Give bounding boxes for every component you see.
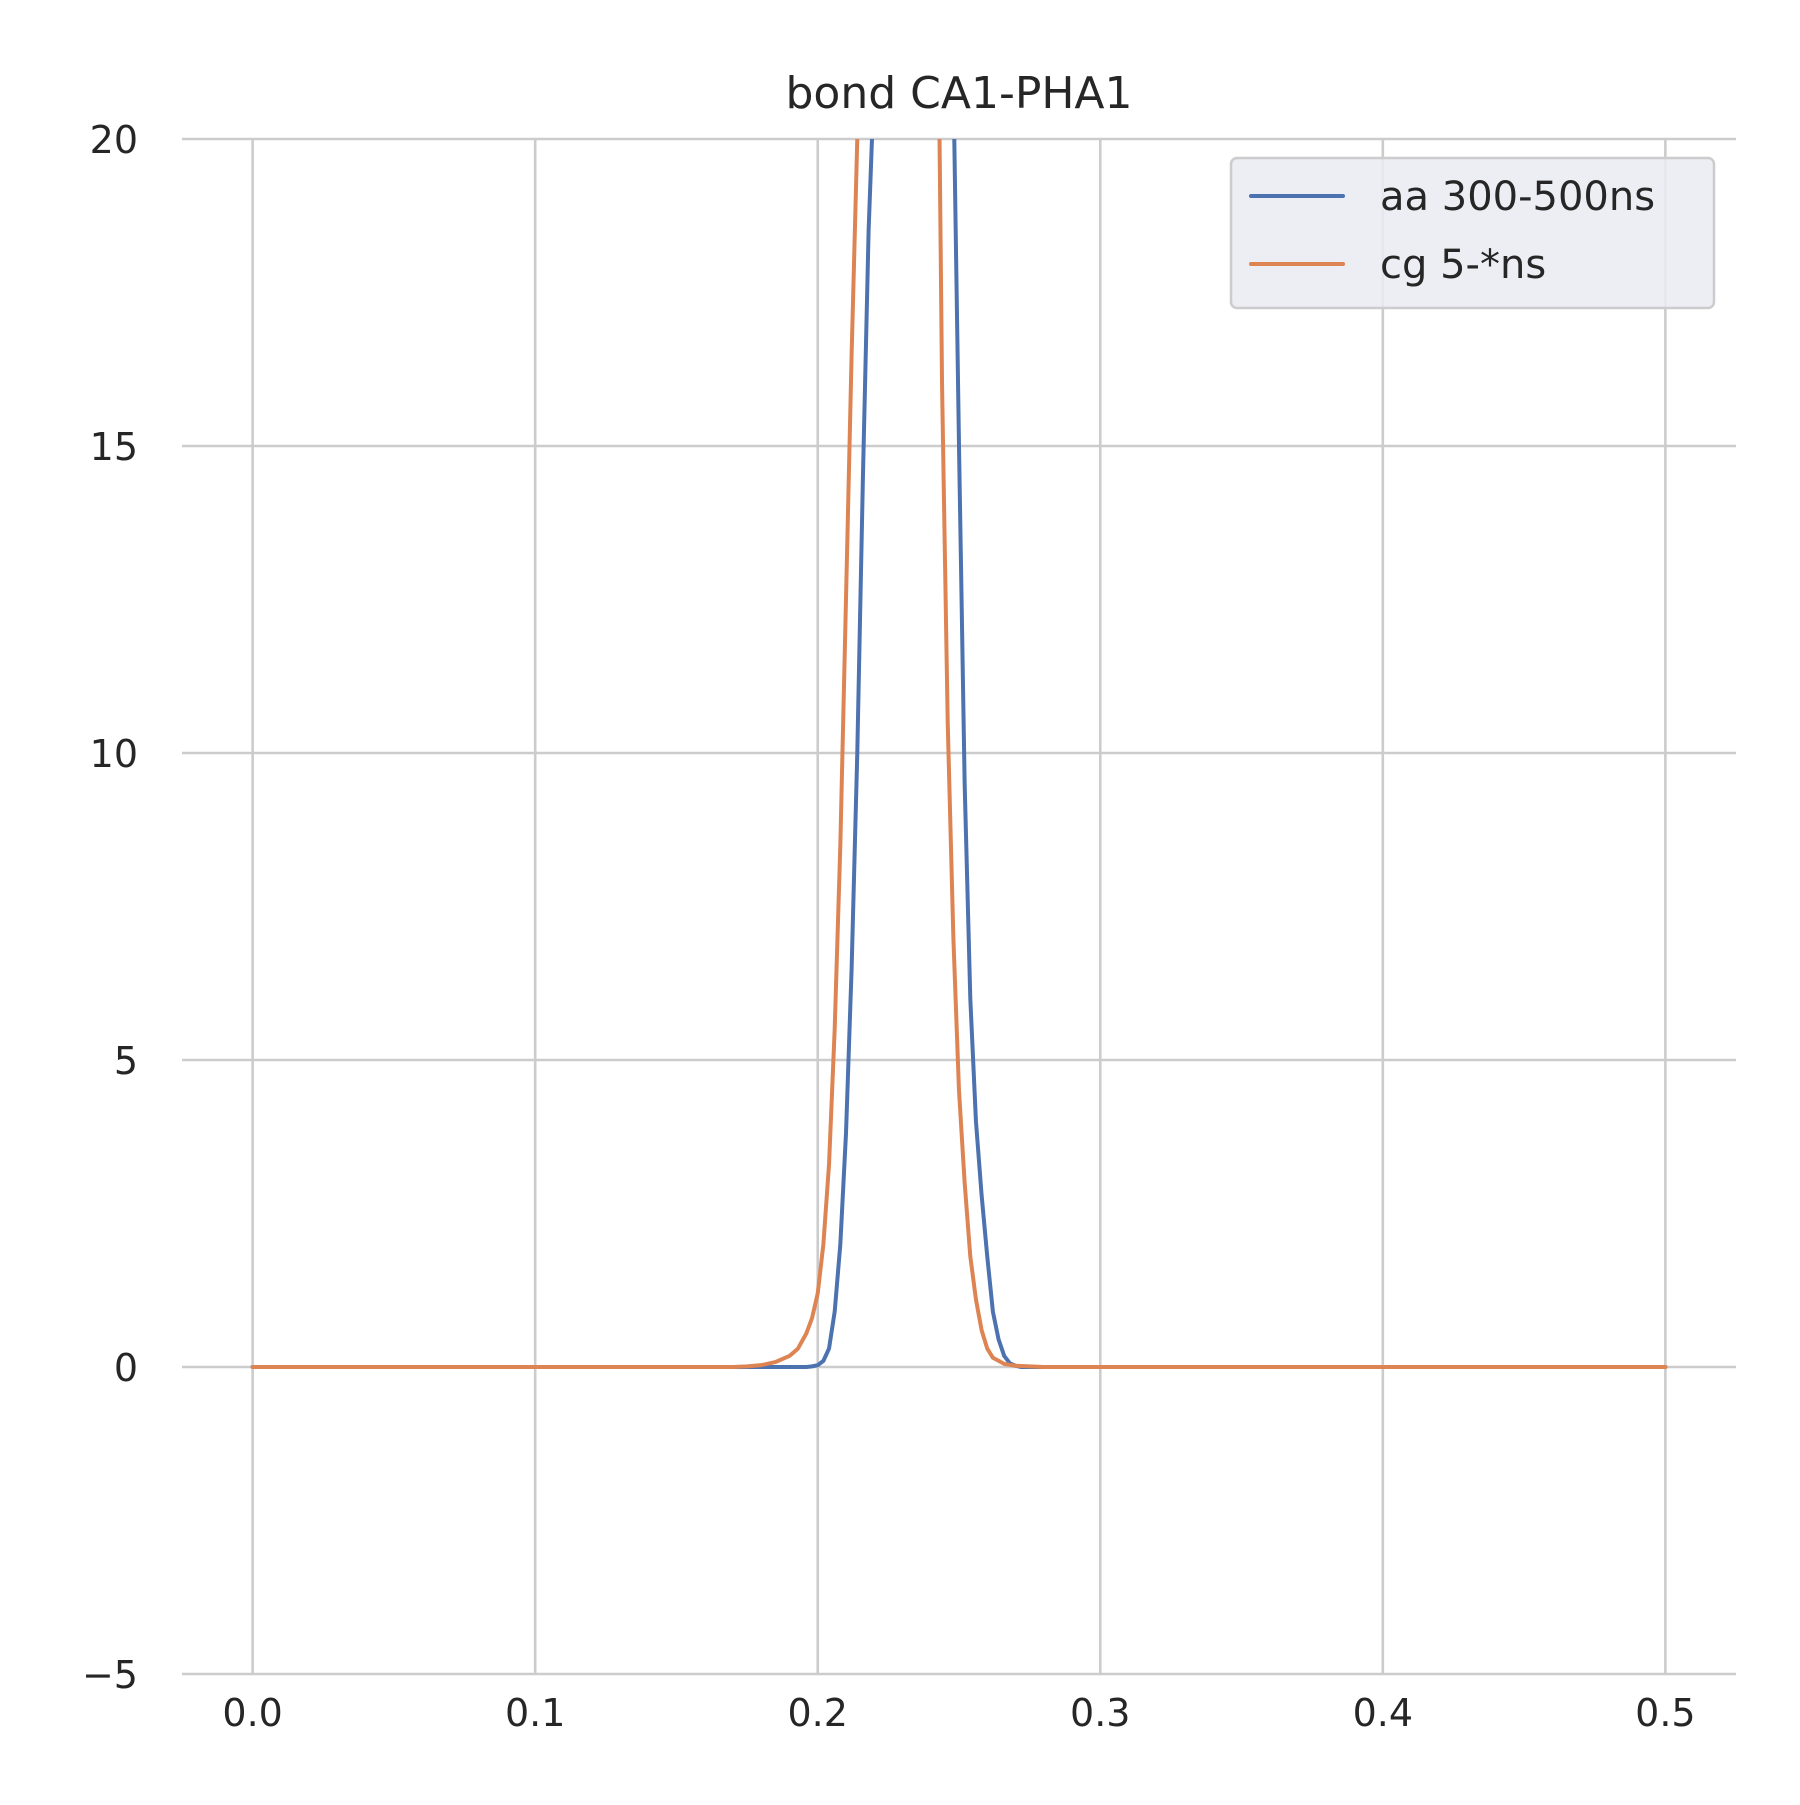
y-tick-label: 5 [114,1039,138,1083]
y-tick-label: 15 [90,425,138,469]
y-tick-label: 0 [114,1346,138,1390]
x-tick-label: 0.2 [788,1691,848,1735]
series-line-cg [250,139,1668,1369]
chart-title: bond CA1-PHA1 [785,68,1132,119]
legend-label: cg 5-*ns [1380,242,1546,288]
x-tick-label: 0.5 [1635,1691,1695,1735]
y-tick-label: −5 [82,1653,138,1697]
tick-labels: 0.0 0.1 0.2 0.3 0.4 0.5 −5 0 5 10 15 20 [82,118,1696,1735]
x-tick-label: 0.3 [1070,1691,1130,1735]
legend-label: aa 300-500ns [1380,174,1655,220]
x-tick-label: 0.4 [1353,1691,1413,1735]
y-tick-label: 10 [90,732,138,776]
series-group [250,139,1668,1369]
x-tick-label: 0.0 [222,1691,282,1735]
x-tick-label: 0.1 [505,1691,565,1735]
legend: aa 300-500ns cg 5-*ns [1229,156,1716,310]
legend-box [1229,156,1716,310]
y-tick-label: 20 [90,118,138,162]
